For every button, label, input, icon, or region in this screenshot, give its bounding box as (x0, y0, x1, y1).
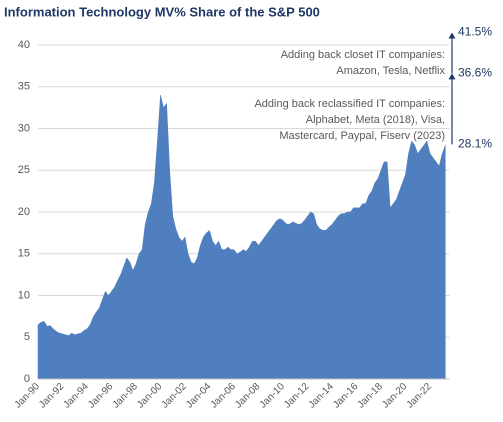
y-tick-label: 10 (18, 289, 30, 301)
y-tick-label: 35 (18, 81, 30, 93)
x-tick-label: Jan-02 (160, 381, 190, 411)
x-tick-label: Jan-94 (62, 381, 92, 411)
arrow-head (448, 73, 456, 80)
y-tick-label: 25 (18, 164, 30, 176)
x-tick-label: Jan-08 (233, 381, 263, 411)
annotation: Adding back closet IT companies: (281, 49, 445, 61)
annotation: Alphabet, Meta (2018), Visa, (306, 114, 445, 126)
x-tick-label: Jan-20 (380, 381, 410, 411)
arrow-head (448, 32, 456, 39)
chart-title: Information Technology MV% Share of the … (4, 4, 320, 19)
x-tick-label: Jan-16 (331, 381, 361, 411)
x-tick-label: Jan-92 (37, 381, 67, 411)
y-tick-label: 20 (18, 206, 30, 218)
annotation: Amazon, Tesla, Netflix (336, 65, 445, 77)
area (37, 95, 446, 380)
annotation: Adding back reclassified IT companies: (254, 98, 445, 110)
y-tick-label: 0 (24, 373, 30, 385)
marker-label: 41.5% (458, 25, 492, 39)
y-tick-label: 15 (18, 248, 30, 260)
y-tick-label: 30 (18, 122, 30, 134)
y-tick-label: 5 (24, 331, 30, 343)
marker-label: 28.1% (458, 137, 492, 151)
annotation: Mastercard, Paypal, Fiserv (2023) (279, 130, 445, 142)
y-tick-label: 40 (18, 39, 30, 51)
x-tick-label: Jan-22 (405, 381, 435, 411)
x-tick-label: Jan-04 (184, 381, 214, 411)
x-tick-label: Jan-12 (282, 381, 312, 411)
x-tick-label: Jan-98 (111, 381, 141, 411)
x-tick-label: Jan-90 (13, 381, 43, 411)
x-tick-label: Jan-00 (135, 381, 165, 411)
x-tick-label: Jan-96 (86, 381, 116, 411)
x-tick-label: Jan-06 (209, 381, 239, 411)
x-tick-label: Jan-18 (356, 381, 386, 411)
x-tick-label: Jan-10 (258, 381, 288, 411)
x-tick-label: Jan-14 (307, 381, 337, 411)
marker-label: 36.6% (458, 66, 492, 80)
